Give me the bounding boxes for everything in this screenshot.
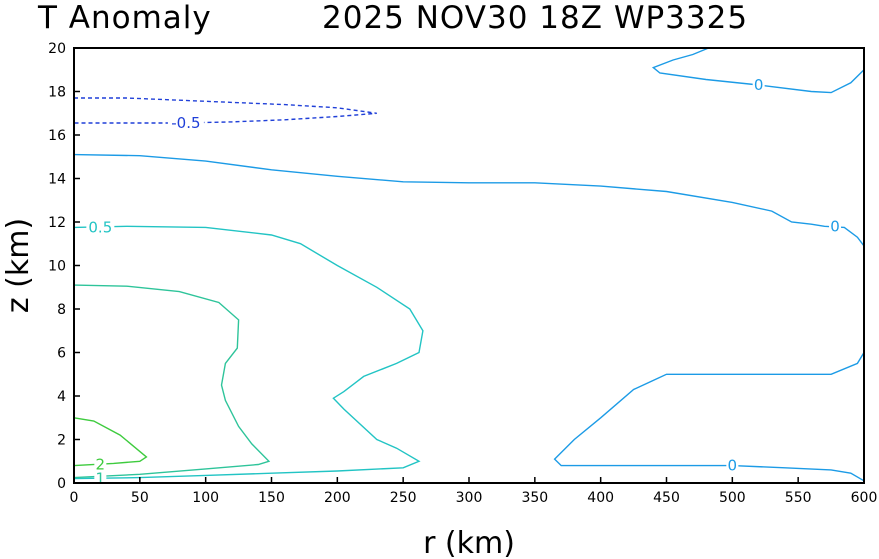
- contour-label-bg: [726, 457, 739, 474]
- x-tick-label: 200: [324, 490, 351, 506]
- contour-label-bg: [167, 115, 204, 132]
- y-tick-label: 16: [48, 128, 66, 144]
- contour-line-0-3: [553, 352, 865, 482]
- y-tick-label: 6: [57, 346, 66, 362]
- contour-label-bg: [829, 218, 842, 235]
- contour-label: 0: [754, 76, 764, 94]
- contour-label: 2: [96, 456, 106, 474]
- contour-line-1-5: [73, 284, 271, 479]
- contour-line-0-1: [651, 47, 865, 94]
- x-tick-label: 400: [587, 490, 614, 506]
- x-axis-ticks: 0 50 100 150 200 250 300 350 400 450 500 550 600: [70, 477, 878, 506]
- x-tick-label: 550: [785, 490, 812, 506]
- x-tick-label: 100: [192, 490, 219, 506]
- x-tick-label: 150: [258, 490, 285, 506]
- y-tick-label: 20: [48, 41, 66, 57]
- contour-label: 0: [728, 457, 738, 475]
- contour-label: 1: [96, 470, 106, 488]
- y-axis-title: z (km): [1, 218, 36, 313]
- contour-line-0p5-4: [73, 225, 424, 480]
- x-axis-title: r (km): [423, 526, 515, 559]
- y-tick-label: 12: [48, 215, 66, 231]
- contour-labels: -0.5 0 0 0 0.5 12: [86, 76, 842, 488]
- contour-label-bg: [86, 219, 115, 236]
- x-tick-label: 600: [851, 490, 878, 506]
- contour-line-neg0p5-0: [74, 97, 377, 124]
- y-tick-label: 8: [57, 302, 66, 318]
- y-tick-label: 18: [48, 85, 66, 101]
- y-tick-label: 14: [48, 172, 66, 188]
- y-tick-label: 0: [57, 476, 66, 492]
- x-tick-label: 250: [390, 490, 417, 506]
- contour-label: -0.5: [171, 114, 200, 132]
- contour-line-2-6: [73, 417, 148, 467]
- contour-line-0-2: [73, 153, 865, 247]
- x-tick-label: 350: [521, 490, 548, 506]
- x-tick-label: 0: [70, 490, 79, 506]
- x-tick-label: 500: [719, 490, 746, 506]
- contour-label-bg: [94, 456, 107, 473]
- x-tick-label: 50: [131, 490, 149, 506]
- x-tick-label: 300: [456, 490, 483, 506]
- contour-label: 0: [830, 217, 840, 235]
- contour-label-bg: [752, 76, 765, 93]
- contour-lines: [73, 47, 865, 482]
- y-tick-label: 2: [57, 433, 66, 449]
- contour-label: 0.5: [88, 218, 112, 236]
- y-axis-ticks: 0 2 4 6 8 10 12 14 16 18 20: [48, 41, 80, 492]
- x-tick-label: 450: [653, 490, 680, 506]
- y-tick-label: 4: [57, 389, 66, 405]
- chart-subtitle: 2025 NOV30 18Z WP3325: [322, 0, 749, 36]
- y-tick-label: 10: [48, 259, 66, 275]
- chart-title: T Anomaly: [38, 0, 212, 36]
